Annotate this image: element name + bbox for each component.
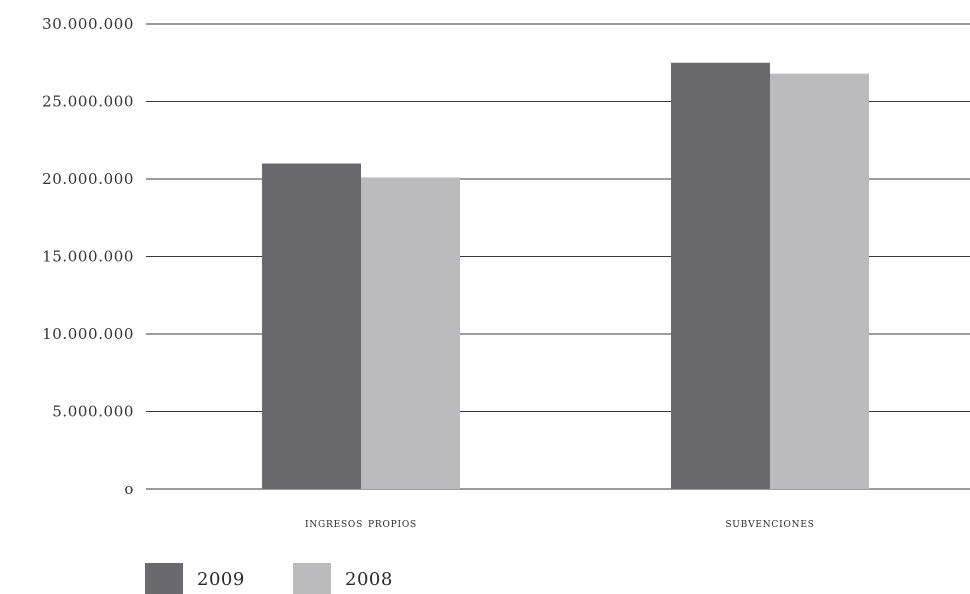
bar-2009-1: [671, 62, 770, 489]
bar-2008-1: [770, 73, 869, 489]
bar-2008-0: [361, 177, 460, 489]
bars: [262, 62, 869, 489]
y-tick-label: 30.000.000: [42, 15, 134, 33]
y-tick-label: 15.000.000: [42, 248, 134, 266]
y-tick-label: 25.000.000: [42, 93, 134, 111]
legend: 2009 2008: [145, 563, 393, 594]
legend-swatch-2009: [145, 563, 183, 594]
legend-label: 2009: [197, 569, 245, 590]
bar-2009-0: [262, 163, 361, 489]
y-tick-label: 5.000.000: [52, 403, 134, 421]
legend-swatch-2008: [293, 563, 331, 594]
x-axis-category-labels: ingresos propios subvenciones: [305, 516, 814, 531]
y-axis-tick-labels: o 5.000.000 10.000.000 15.000.000 20.000.000…: [42, 15, 134, 498]
y-tick-label: 10.000.000: [42, 325, 134, 343]
x-category-label: ingresos propios: [305, 516, 417, 531]
y-tick-label: o: [124, 480, 134, 498]
y-tick-label: 20.000.000: [42, 170, 134, 188]
x-category-label: subvenciones: [725, 516, 814, 531]
legend-label: 2008: [345, 569, 393, 590]
